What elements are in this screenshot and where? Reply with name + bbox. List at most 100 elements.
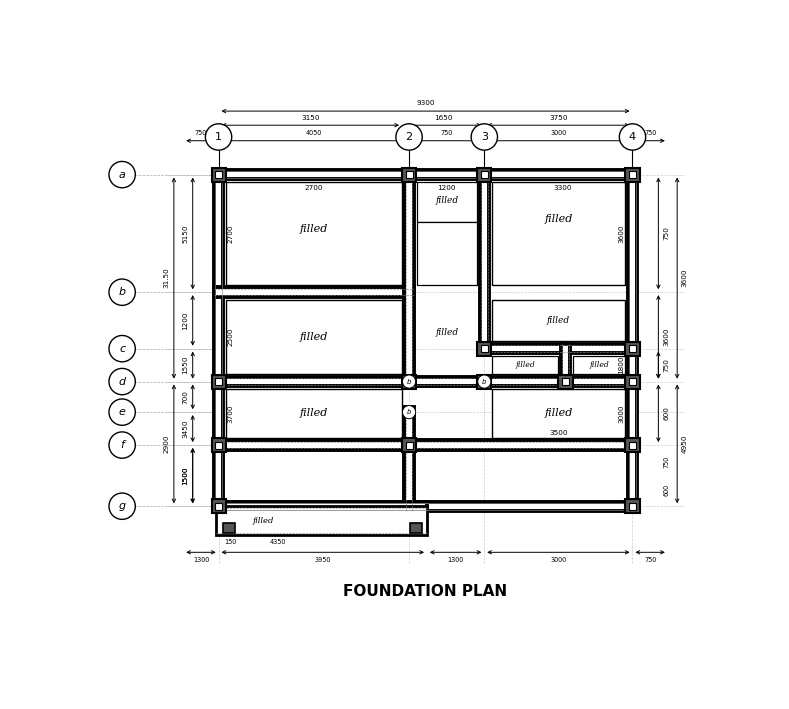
Text: 3600: 3600 xyxy=(682,269,688,287)
Bar xyxy=(481,171,488,178)
Text: b: b xyxy=(118,287,125,297)
Bar xyxy=(492,356,558,374)
Bar xyxy=(226,389,402,437)
Text: b: b xyxy=(482,379,487,384)
Bar xyxy=(629,345,636,352)
Circle shape xyxy=(402,406,416,419)
Text: 1200: 1200 xyxy=(182,311,188,330)
Text: 750: 750 xyxy=(440,130,453,136)
Bar xyxy=(626,374,640,389)
Text: 3600: 3600 xyxy=(663,328,669,346)
Text: 3000: 3000 xyxy=(551,557,567,563)
Text: 3300: 3300 xyxy=(554,185,572,191)
Bar xyxy=(404,170,413,386)
Text: 2700: 2700 xyxy=(227,224,233,242)
Text: filled: filled xyxy=(547,316,570,325)
Text: filled: filled xyxy=(544,408,573,418)
Text: e: e xyxy=(118,407,125,417)
Bar xyxy=(215,378,222,385)
Text: 4950: 4950 xyxy=(682,435,688,453)
Bar xyxy=(417,182,477,222)
Text: 1300: 1300 xyxy=(193,557,209,563)
Text: filled: filled xyxy=(300,224,328,234)
Text: 4050: 4050 xyxy=(305,130,322,136)
Bar xyxy=(629,442,636,449)
Text: 3: 3 xyxy=(481,132,488,142)
Bar xyxy=(629,503,636,510)
Circle shape xyxy=(471,124,498,150)
Text: 1: 1 xyxy=(215,132,222,142)
Circle shape xyxy=(109,399,136,425)
Bar xyxy=(561,344,570,386)
Text: 1550: 1550 xyxy=(182,356,188,374)
Text: b: b xyxy=(407,379,411,384)
Circle shape xyxy=(478,375,491,388)
Text: filled: filled xyxy=(435,328,458,337)
Circle shape xyxy=(402,375,416,388)
Bar xyxy=(402,167,416,182)
Bar xyxy=(406,171,413,178)
Bar xyxy=(215,442,222,449)
Text: 750: 750 xyxy=(663,226,669,240)
Text: 31.50: 31.50 xyxy=(163,268,169,289)
Circle shape xyxy=(109,162,136,188)
Text: 1200: 1200 xyxy=(437,185,456,191)
Bar xyxy=(211,438,226,452)
Text: 5150: 5150 xyxy=(182,224,188,242)
Text: filled: filled xyxy=(515,361,535,369)
Text: 1500: 1500 xyxy=(182,467,188,485)
Text: 150: 150 xyxy=(224,539,237,545)
Circle shape xyxy=(109,369,136,395)
Text: 750: 750 xyxy=(663,358,669,372)
Circle shape xyxy=(109,335,136,362)
Text: 700: 700 xyxy=(182,390,188,404)
Text: 2: 2 xyxy=(406,132,413,142)
Text: 1500: 1500 xyxy=(182,467,188,485)
Text: 750: 750 xyxy=(644,557,656,563)
Bar xyxy=(481,378,488,385)
Text: a: a xyxy=(118,169,125,179)
Text: b: b xyxy=(407,409,411,415)
Text: g: g xyxy=(118,501,125,511)
Bar xyxy=(402,374,416,389)
Bar xyxy=(226,182,402,285)
Bar xyxy=(480,344,638,353)
Circle shape xyxy=(109,493,136,520)
Bar xyxy=(214,377,638,386)
Bar xyxy=(481,345,488,352)
Text: 3450: 3450 xyxy=(182,419,188,438)
Bar xyxy=(214,501,638,511)
Text: 4350: 4350 xyxy=(269,539,286,545)
Bar xyxy=(626,342,640,356)
Text: 3000: 3000 xyxy=(551,130,567,136)
Bar xyxy=(492,300,625,341)
Bar xyxy=(402,438,416,452)
Bar xyxy=(406,442,413,449)
Bar xyxy=(417,222,477,285)
Text: 600: 600 xyxy=(663,406,669,420)
Bar xyxy=(559,374,573,389)
Bar xyxy=(410,523,422,533)
Text: 750: 750 xyxy=(663,455,669,468)
Text: d: d xyxy=(118,376,125,386)
Text: filled: filled xyxy=(300,408,328,418)
Circle shape xyxy=(396,124,422,150)
Bar xyxy=(626,499,640,513)
Bar xyxy=(226,300,402,374)
Text: f: f xyxy=(120,440,124,450)
Bar xyxy=(477,342,492,356)
Text: filled: filled xyxy=(544,214,573,224)
Bar xyxy=(214,440,638,450)
Bar xyxy=(211,374,226,389)
Bar xyxy=(215,171,222,178)
Bar xyxy=(216,501,427,511)
Bar xyxy=(626,438,640,452)
Bar xyxy=(629,378,636,385)
Text: 1650: 1650 xyxy=(434,115,452,121)
Text: 3000: 3000 xyxy=(618,404,624,423)
Bar xyxy=(477,167,492,182)
Bar xyxy=(214,170,638,179)
Bar xyxy=(492,182,625,285)
Text: 2900: 2900 xyxy=(163,435,169,453)
Text: 3150: 3150 xyxy=(301,115,320,121)
